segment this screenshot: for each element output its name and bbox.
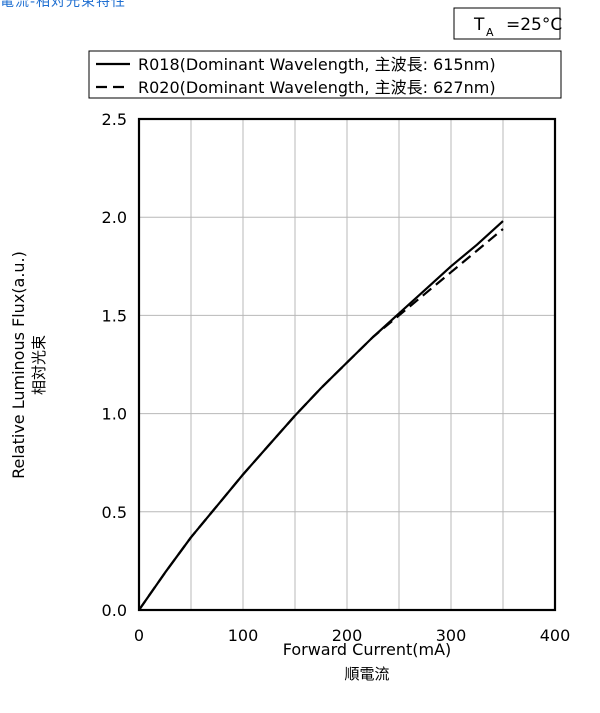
y-axis-title-jp: 相対光束 [30, 335, 48, 395]
legend-label-1: R018(Dominant Wavelength, 主波長: 615nm) [138, 55, 496, 74]
page-header-fragment: 電流-相対光束特性 [0, 0, 127, 10]
x-tick-label: 400 [540, 626, 571, 645]
grid [139, 119, 555, 610]
y-tick-label: 0.5 [102, 503, 127, 522]
x-tick-labels: 0 100 200 300 400 [134, 626, 570, 645]
y-tick-labels: 0.0 0.5 1.0 1.5 2.0 2.5 [102, 110, 127, 620]
x-tick-label: 300 [436, 626, 467, 645]
x-tick-label: 0 [134, 626, 144, 645]
y-axis-title: Relative Luminous Flux(a.u.) [9, 251, 28, 479]
condition-subscript: A [486, 26, 494, 39]
condition-label: T [473, 15, 485, 35]
legend: R018(Dominant Wavelength, 主波長: 615nm) R0… [88, 50, 562, 99]
x-tick-label: 200 [332, 626, 363, 645]
y-tick-label: 0.0 [102, 601, 127, 620]
condition-box: T A =25°C [453, 7, 562, 40]
series-layer [138, 220, 504, 611]
x-axis-title: Forward Current(mA) [283, 640, 452, 659]
y-tick-label: 1.0 [102, 405, 127, 424]
series-line-1 [138, 220, 504, 611]
y-tick-label: 2.5 [102, 110, 127, 129]
legend-label-2: R020(Dominant Wavelength, 主波長: 627nm) [138, 78, 496, 97]
series-line-2 [138, 228, 504, 611]
y-tick-label: 1.5 [102, 306, 127, 325]
x-tick-label: 100 [228, 626, 259, 645]
x-axis-title-jp: 順電流 [344, 665, 389, 683]
plot-frame [137, 117, 557, 612]
condition-value: =25°C [506, 15, 562, 35]
y-tick-label: 2.0 [102, 208, 127, 227]
